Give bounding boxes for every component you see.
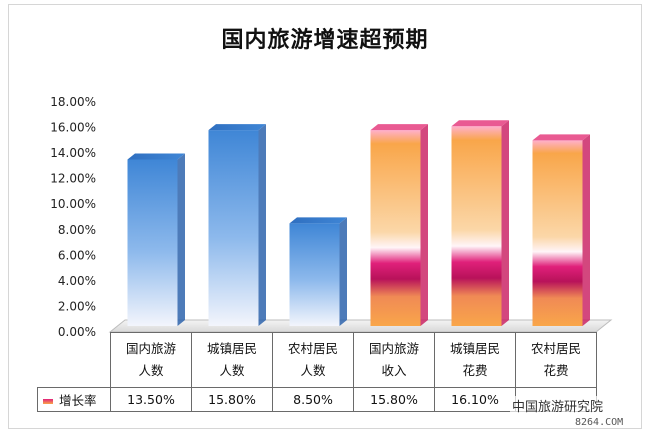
bar-top [451,120,509,127]
y-tick-label: 8.00% [58,223,96,237]
bar [370,124,428,326]
data-label: 13.50% [110,387,192,412]
y-tick-label: 0.00% [58,325,96,339]
data-table: 国内旅游 人数 城镇居民 人数 农村居民 人数 国内旅游 收入 城镇居民 花费 … [37,332,597,412]
category-label: 国内旅游 人数 [110,332,192,388]
bar-front [208,130,259,326]
bar [532,134,590,326]
data-label: 15.80% [353,387,435,412]
bar-side [177,153,185,326]
category-row: 国内旅游 人数 城镇居民 人数 农村居民 人数 国内旅游 收入 城镇居民 花费 … [38,332,597,388]
bar-front [289,223,340,326]
bar-side [501,120,509,327]
category-label: 城镇居民 人数 [191,332,273,388]
bar-side [258,124,266,326]
y-tick-label: 12.00% [50,172,96,186]
bar-top [289,217,347,224]
y-tick-label: 2.00% [58,299,96,313]
y-tick-label: 18.00% [50,95,96,109]
bar-side [420,124,428,326]
legend-entry: 增长率 [37,387,111,412]
bar-front [127,159,178,326]
watermark: 中国旅游研究院 [510,396,606,415]
bar-front [370,130,421,326]
bar [289,217,347,326]
category-label: 国内旅游 收入 [353,332,435,388]
y-tick-label: 4.00% [58,274,96,288]
bar-side [582,134,590,326]
y-tick-label: 14.00% [50,146,96,160]
y-tick-label: 6.00% [58,248,96,262]
bar-front [451,126,502,327]
bar-side [339,217,347,326]
data-label: 8.50% [272,387,354,412]
bar-top [208,124,266,131]
site-mark: 8264.COM [575,417,624,428]
bar-front [532,140,583,326]
data-label: 15.80% [191,387,273,412]
bar [127,153,185,326]
bar-top [370,124,428,131]
y-tick-label: 10.00% [50,197,96,211]
category-label: 城镇居民 花费 [434,332,516,388]
bar [208,124,266,326]
chart-title: 国内旅游增速超预期 [221,28,429,53]
chart-frame [8,4,642,429]
category-label: 农村居民 人数 [272,332,354,388]
category-label: 农村居民 花费 [515,332,597,388]
bar [451,120,509,327]
data-label: 16.10% [434,387,516,412]
bar-top [532,134,590,141]
legend-label: 增长率 [59,393,97,408]
bar-top [127,153,185,160]
y-tick-label: 16.00% [50,121,96,135]
legend-swatch [43,399,53,404]
